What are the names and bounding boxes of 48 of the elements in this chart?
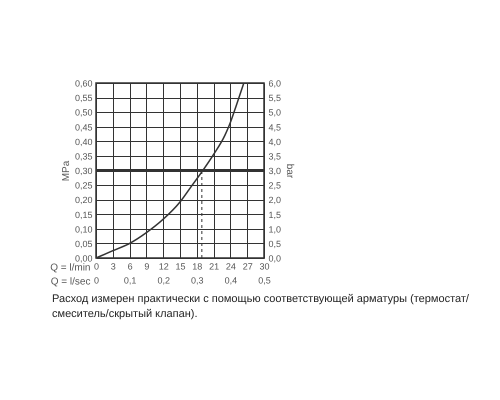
- x-tick-label: 15: [175, 262, 186, 272]
- y2-tick-label: 0,0: [268, 254, 282, 264]
- y-tick-label: 0,60: [74, 78, 92, 88]
- y2-tick-label: 5,0: [268, 108, 282, 118]
- x-tick-label: 21: [209, 262, 220, 272]
- y-tick-label: 0,50: [74, 108, 92, 118]
- x2-tick-label: 0: [94, 276, 100, 286]
- y-tick-label: 0,00: [74, 254, 92, 264]
- x-tick-label: 6: [128, 262, 133, 272]
- y2-tick-label: 3,0: [268, 166, 282, 176]
- x2-tick-label: 0,3: [191, 276, 204, 286]
- x-tick-label: 27: [242, 262, 253, 272]
- y2-tick-label: 4,5: [268, 122, 282, 132]
- y-axis-title: MPa: [60, 160, 72, 182]
- y-tick-label: 0,20: [74, 195, 92, 206]
- y2-tick-label: 1,5: [268, 210, 282, 220]
- y-tick-label: 0,15: [74, 210, 92, 220]
- x-axis-title: Q = l/min: [50, 262, 90, 274]
- x-tick-label: 9: [144, 262, 150, 272]
- y-tick-label: 0,05: [74, 238, 92, 249]
- y2-tick-label: 2,5: [268, 180, 282, 191]
- y-tick-label: 0,55: [74, 93, 92, 104]
- x-tick-label: 24: [226, 262, 236, 272]
- x-tick-label: 18: [192, 262, 202, 272]
- text: Расход измерен практически с помощью соответствующей арматуры (термостат/смеситель/скрытый клапан).: [52, 292, 470, 322]
- y-tick-label: 0,45: [74, 122, 92, 132]
- x2-tick-label: 0,5: [258, 276, 271, 286]
- y-tick-label: 0,25: [74, 180, 92, 191]
- y2-tick-label: 2,0: [268, 195, 282, 206]
- y-tick-label: 0,10: [74, 224, 92, 234]
- y2-tick-label: 4,0: [268, 136, 282, 147]
- y2-tick-label: 5,5: [268, 93, 282, 104]
- x-tick-label: 0: [94, 262, 100, 272]
- x2-tick-label: 0,2: [157, 276, 170, 286]
- y-tick-label: 0,30: [74, 166, 92, 176]
- y2-tick-label: 0,5: [268, 238, 282, 249]
- y2-tick-label: 3,5: [268, 151, 282, 162]
- x-tick-label: 3: [110, 262, 116, 272]
- y-tick-label: 0,40: [74, 136, 92, 147]
- y2-tick-label: 6,0: [268, 78, 282, 88]
- x-tick-label: 12: [158, 262, 169, 272]
- x2-tick-label: 0,4: [224, 276, 238, 286]
- x2-axis-title: Q = l/sec: [50, 276, 90, 288]
- y-tick-label: 0,35: [74, 151, 92, 162]
- x2-tick-label: 0,1: [124, 276, 136, 286]
- y2-tick-label: 1,0: [268, 224, 282, 234]
- y2-axis-title: bar: [284, 164, 296, 179]
- x-tick-label: 30: [259, 262, 270, 272]
